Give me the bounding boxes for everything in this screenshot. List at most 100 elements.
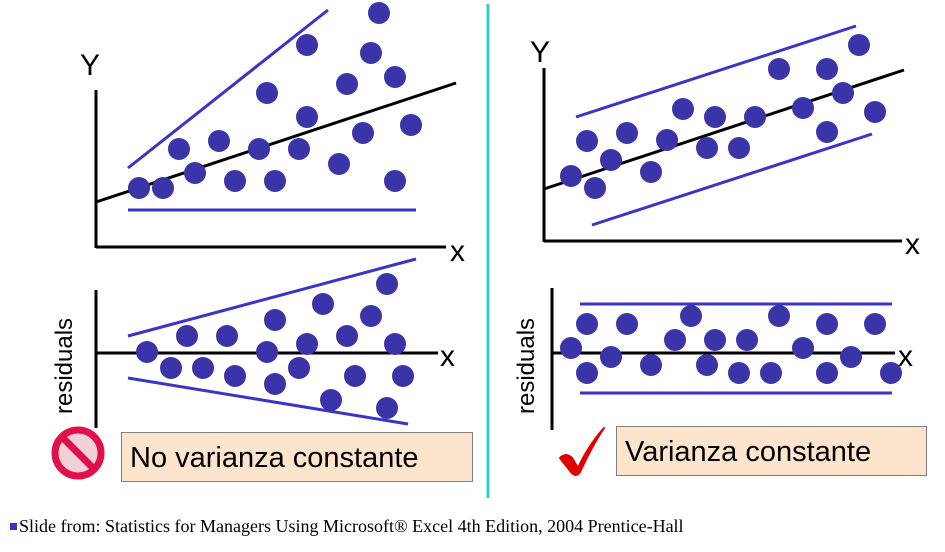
no-entry-icon [51,426,105,480]
data-point [264,373,286,395]
data-point [768,305,790,327]
data-point [672,98,694,120]
data-point [168,138,190,160]
left-x-label: x [450,235,465,268]
data-point [376,397,398,419]
data-point [864,101,886,123]
data-point [560,165,582,187]
data-point [336,73,358,95]
right-verdict-text: Varianza constante [625,436,872,468]
data-point [296,333,318,355]
data-point [664,329,686,351]
data-point [256,82,278,104]
data-point [360,305,382,327]
data-point [584,177,606,199]
right-verdict-box: Varianza constante [616,426,927,476]
data-point [816,121,838,143]
data-point [176,325,198,347]
footer-text: Slide from: Statistics for Managers Usin… [19,516,684,536]
data-point [344,365,366,387]
checkmark-icon [559,427,605,476]
left-scatter-points [128,2,422,199]
data-point [600,346,622,368]
data-point [288,357,310,379]
data-point [288,138,310,160]
data-point [368,2,390,24]
right-upper-band [575,24,857,119]
data-point [216,325,238,347]
data-point [704,106,726,128]
data-point [376,273,398,295]
data-point [848,34,870,56]
data-point [384,66,406,88]
data-point [192,357,214,379]
right-residual-points [560,305,902,384]
left-resid-lower-band [127,376,409,426]
data-point [816,362,838,384]
data-point [248,138,270,160]
data-point [680,305,702,327]
left-upper-band [127,8,329,170]
left-resid-upper-band [127,257,417,338]
source-footer: Slide from: Statistics for Managers Usin… [10,516,684,537]
data-point [400,114,422,136]
data-point [152,177,174,199]
data-point [616,313,638,335]
data-point [208,130,230,152]
right-x-label: x [905,228,920,261]
data-point [864,313,886,335]
data-point [880,362,902,384]
data-point [384,333,406,355]
data-point [600,149,622,171]
right-lower-band [591,132,873,227]
data-point [160,357,182,379]
data-point [832,82,854,104]
left-resid-x-label: x [440,340,455,373]
data-point [744,106,766,128]
data-point [320,389,342,411]
data-point [576,313,598,335]
data-point [816,58,838,80]
data-point [792,337,814,359]
data-point [296,34,318,56]
right-residual-plot: x residuals [513,288,913,430]
right-y-label: Y [530,36,550,69]
data-point [696,137,718,159]
data-point [576,130,598,152]
data-point [576,362,598,384]
data-point [392,365,414,387]
data-point [728,362,750,384]
data-point [816,313,838,335]
data-point [312,293,334,315]
data-point [384,170,406,192]
data-point [560,337,582,359]
data-point [184,162,206,184]
data-point [128,177,150,199]
data-point [616,122,638,144]
left-residual-points [136,273,414,419]
data-point [728,137,750,159]
left-verdict-text: No varianza constante [130,442,419,474]
data-point [792,97,814,119]
data-point [136,341,158,363]
right-resid-x-label: x [898,340,913,373]
data-point [736,329,758,351]
data-point [336,325,358,347]
data-point [704,329,726,351]
data-point [696,354,718,376]
left-resid-y-label: residuals [51,318,78,414]
data-point [224,170,246,192]
data-point [256,341,278,363]
bullet-square-icon [10,523,17,530]
right-scatter-points [560,34,886,199]
right-scatter-plot: Y x [530,24,920,261]
data-point [224,365,246,387]
data-point [656,129,678,151]
left-y-label: Y [80,49,100,82]
data-point [264,309,286,331]
data-point [640,354,662,376]
data-point [760,362,782,384]
data-point [352,122,374,144]
data-point [264,170,286,192]
